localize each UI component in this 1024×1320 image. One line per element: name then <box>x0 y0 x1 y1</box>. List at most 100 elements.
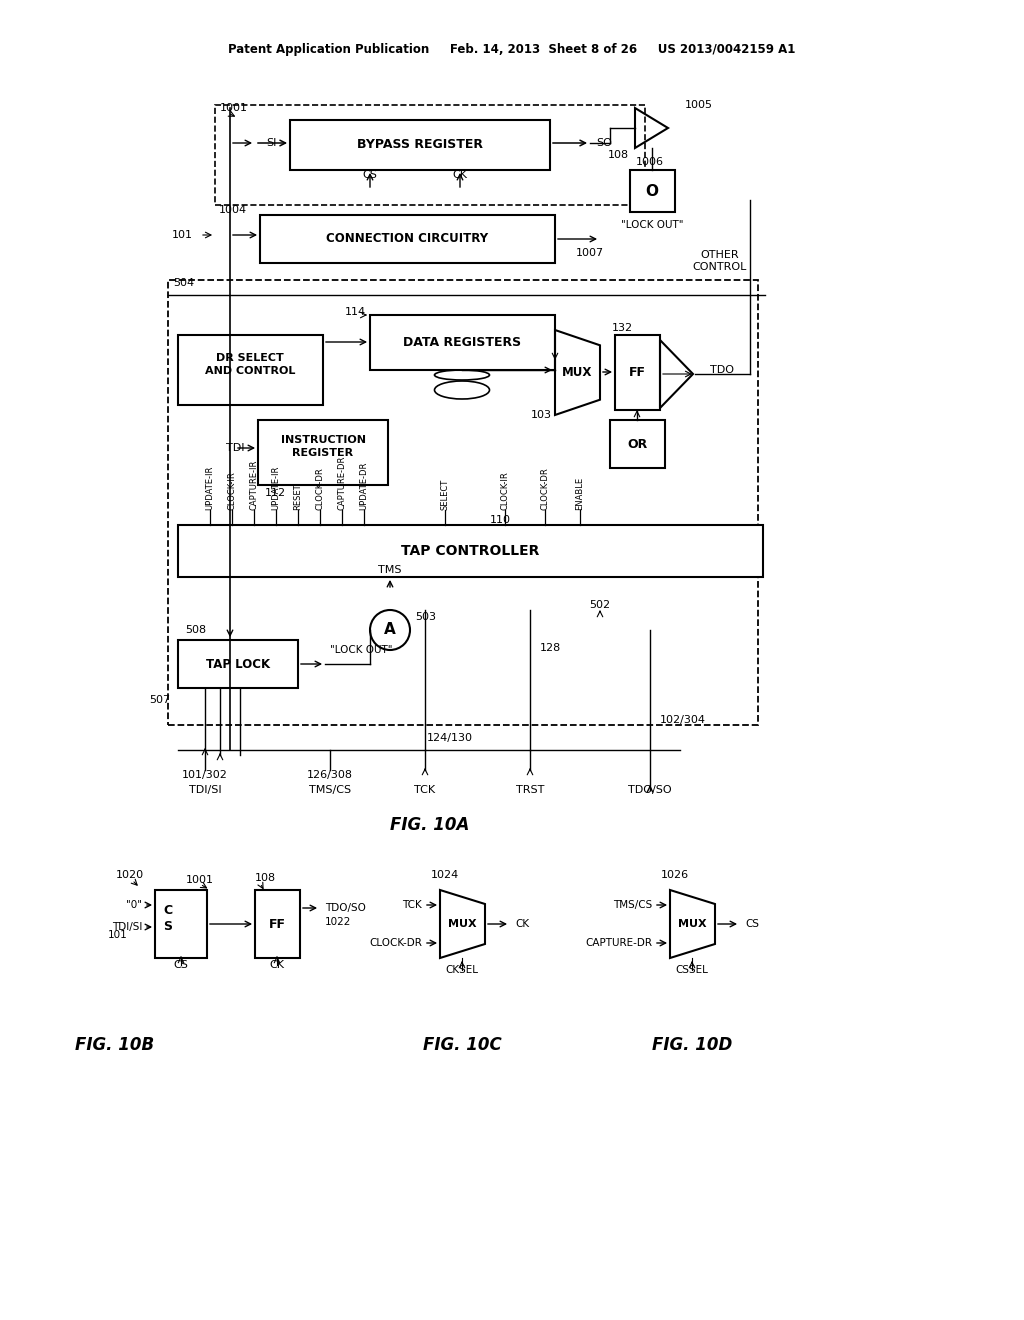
Text: FIG. 10D: FIG. 10D <box>652 1036 732 1053</box>
Text: 114: 114 <box>345 308 366 317</box>
Text: 503: 503 <box>415 612 436 622</box>
Text: 124/130: 124/130 <box>427 733 473 743</box>
Text: 1004: 1004 <box>219 205 247 215</box>
Text: 126/308: 126/308 <box>307 770 353 780</box>
Text: TDO/SO: TDO/SO <box>325 903 366 913</box>
Text: FIG. 10B: FIG. 10B <box>76 1036 155 1053</box>
Text: TDI/SI: TDI/SI <box>112 921 142 932</box>
Text: 1001: 1001 <box>186 875 214 884</box>
Text: 1024: 1024 <box>431 870 459 880</box>
Text: CAPTURE-IR: CAPTURE-IR <box>250 459 258 510</box>
Text: 1020: 1020 <box>116 870 144 880</box>
Text: DR SELECT: DR SELECT <box>216 352 284 363</box>
Bar <box>260 215 555 263</box>
Text: "LOCK OUT": "LOCK OUT" <box>621 220 683 230</box>
Text: SELECT: SELECT <box>440 479 450 510</box>
Text: TDI: TDI <box>225 444 244 453</box>
Text: DATA REGISTERS: DATA REGISTERS <box>402 335 521 348</box>
Text: CS: CS <box>745 919 759 929</box>
Text: 101: 101 <box>108 931 128 940</box>
Text: FF: FF <box>629 366 645 379</box>
Bar <box>290 120 550 170</box>
Text: 128: 128 <box>540 643 561 653</box>
Text: 132: 132 <box>611 323 633 333</box>
Text: O: O <box>645 183 658 198</box>
Bar <box>178 640 298 688</box>
Text: 101: 101 <box>172 230 193 240</box>
Text: MUX: MUX <box>678 919 707 929</box>
Text: INSTRUCTION: INSTRUCTION <box>281 436 366 445</box>
Text: UPDATE-IR: UPDATE-IR <box>271 466 281 510</box>
Bar <box>215 106 645 205</box>
Text: CS: CS <box>362 170 378 180</box>
Text: 1022: 1022 <box>325 917 351 927</box>
Text: Patent Application Publication     Feb. 14, 2013  Sheet 8 of 26     US 2013/0042: Patent Application Publication Feb. 14, … <box>228 44 796 57</box>
Text: TMS: TMS <box>378 565 401 576</box>
Text: TCK: TCK <box>415 785 435 795</box>
Text: 101/302: 101/302 <box>182 770 228 780</box>
Text: AND CONTROL: AND CONTROL <box>205 366 295 376</box>
Text: CLOCK-DR: CLOCK-DR <box>315 467 325 510</box>
Text: 504: 504 <box>173 279 195 288</box>
Text: CKSEL: CKSEL <box>445 965 478 975</box>
Text: UPDATE-DR: UPDATE-DR <box>359 462 369 510</box>
Text: 102/304: 102/304 <box>660 715 706 725</box>
Text: CS: CS <box>173 960 188 970</box>
Text: TMS/CS: TMS/CS <box>309 785 351 795</box>
Text: CONNECTION CIRCUITRY: CONNECTION CIRCUITRY <box>326 232 488 246</box>
Text: 502: 502 <box>590 601 610 610</box>
Bar <box>255 890 300 958</box>
Text: CK: CK <box>453 170 468 180</box>
Text: 508: 508 <box>185 624 206 635</box>
Text: MUX: MUX <box>562 366 592 379</box>
Text: "LOCK OUT": "LOCK OUT" <box>330 645 392 655</box>
Text: 108: 108 <box>254 873 275 883</box>
Text: CAPTURE-DR: CAPTURE-DR <box>338 455 346 510</box>
Text: 108: 108 <box>608 150 629 160</box>
Text: CK: CK <box>515 919 529 929</box>
Text: FIG. 10A: FIG. 10A <box>390 816 470 834</box>
Text: TDI/SI: TDI/SI <box>188 785 221 795</box>
Text: CSSEL: CSSEL <box>676 965 709 975</box>
Text: FF: FF <box>268 917 286 931</box>
Text: 1005: 1005 <box>685 100 713 110</box>
Text: S: S <box>164 920 172 932</box>
Text: 1006: 1006 <box>636 157 664 168</box>
Text: TAP CONTROLLER: TAP CONTROLLER <box>400 544 540 558</box>
Text: BYPASS REGISTER: BYPASS REGISTER <box>357 139 483 152</box>
Bar <box>630 170 675 213</box>
Text: TMS/CS: TMS/CS <box>612 900 652 909</box>
Text: MUX: MUX <box>447 919 476 929</box>
Text: TRST: TRST <box>516 785 544 795</box>
Text: CK: CK <box>269 960 285 970</box>
Text: 1007: 1007 <box>575 248 604 257</box>
Bar <box>178 335 323 405</box>
Text: 1026: 1026 <box>660 870 689 880</box>
Text: CLOCK-DR: CLOCK-DR <box>369 939 422 948</box>
Text: "0": "0" <box>126 900 142 909</box>
Text: 103: 103 <box>531 411 552 420</box>
Bar <box>258 420 388 484</box>
Text: 507: 507 <box>148 696 170 705</box>
Text: FIG. 10C: FIG. 10C <box>423 1036 502 1053</box>
Text: A: A <box>384 623 396 638</box>
Bar <box>370 315 555 370</box>
Text: ENABLE: ENABLE <box>575 477 585 510</box>
Bar <box>168 280 758 725</box>
Text: CLOCK-DR: CLOCK-DR <box>541 467 550 510</box>
Text: TDO/SO: TDO/SO <box>628 785 672 795</box>
Text: RESET: RESET <box>294 483 302 510</box>
Text: SO: SO <box>596 139 612 148</box>
Text: 112: 112 <box>265 488 286 498</box>
Text: TCK: TCK <box>402 900 422 909</box>
Text: TAP LOCK: TAP LOCK <box>206 657 270 671</box>
Text: OTHER: OTHER <box>700 249 739 260</box>
Text: TDO: TDO <box>710 366 734 375</box>
Text: CAPTURE-DR: CAPTURE-DR <box>585 939 652 948</box>
Text: REGISTER: REGISTER <box>293 447 353 458</box>
Bar <box>178 525 763 577</box>
Text: CLOCK-IR: CLOCK-IR <box>501 471 510 510</box>
Text: CLOCK-IR: CLOCK-IR <box>227 471 237 510</box>
Text: C: C <box>164 903 173 916</box>
Bar <box>610 420 665 469</box>
